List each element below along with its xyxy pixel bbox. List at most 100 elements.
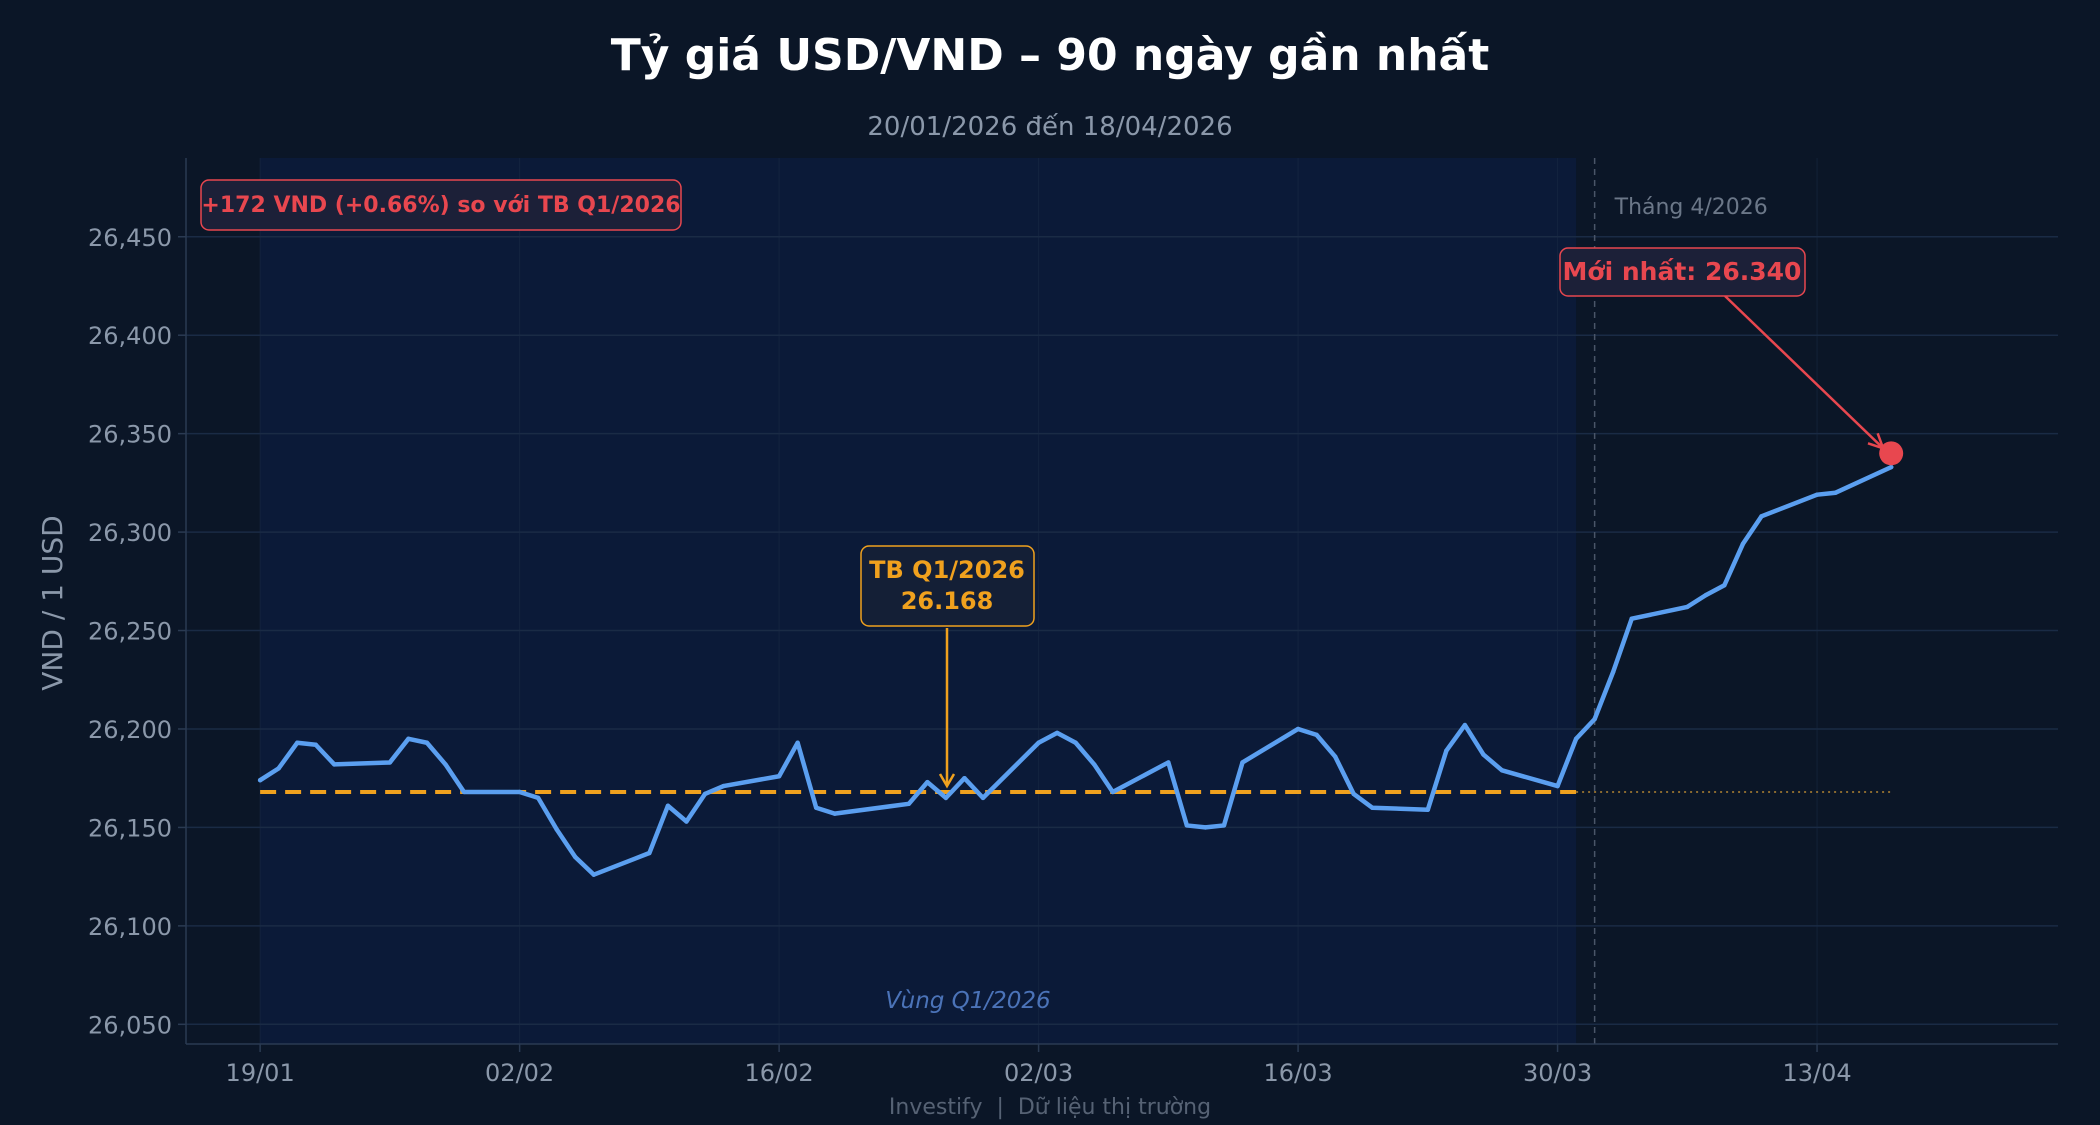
series-point [925, 779, 930, 785]
series-point [1091, 762, 1097, 767]
x-tick-label: 19/01 [226, 1059, 295, 1087]
y-tick-label: 26,150 [88, 814, 172, 842]
y-tick-label: 26,200 [88, 716, 172, 744]
y-gridlines [186, 236, 2058, 1026]
series-point [1054, 730, 1060, 736]
y-tick-label: 26,400 [88, 322, 172, 350]
y-tick-label: 26,350 [88, 421, 172, 449]
series-point [591, 872, 596, 877]
latest-annotation-arrow [1724, 295, 1885, 450]
series-point [535, 795, 541, 801]
series-point [1351, 791, 1356, 797]
y-tick-label: 26,050 [88, 1011, 172, 1039]
series-point [276, 766, 281, 771]
x-tick-label: 02/03 [1004, 1059, 1073, 1087]
series-point [1740, 541, 1746, 547]
latest-point-marker [1879, 441, 1904, 466]
series-point [962, 776, 967, 781]
usd-vnd-series-line [257, 464, 1894, 877]
series-point [517, 789, 522, 795]
delta-annotation-box [200, 179, 682, 231]
series-point [647, 850, 652, 856]
series-point [1462, 722, 1468, 728]
y-tick-label: 26,100 [88, 913, 172, 941]
latest-annotation-text: Mới nhất: 26.340 [1563, 257, 1802, 286]
average-annotation-title: TB Q1/2026 [869, 556, 1025, 584]
series-point [1332, 754, 1338, 759]
series-point [1166, 760, 1171, 765]
series-point [461, 789, 467, 795]
series-point [1370, 805, 1375, 810]
latest-annotation-box [1559, 247, 1806, 297]
series-point [295, 740, 300, 745]
series-point [443, 762, 448, 767]
delta-annotation-text: +172 VND (+0.66%) so với TB Q1/2026 [201, 193, 680, 218]
series-point [1592, 716, 1597, 722]
series-point [1833, 490, 1838, 495]
series-point [406, 736, 411, 742]
x-gridlines [259, 158, 1818, 1044]
y-tick-label: 26,300 [88, 519, 172, 547]
series-point [1759, 514, 1764, 519]
series-point [332, 762, 337, 767]
x-tick-label: 16/03 [1263, 1059, 1332, 1087]
series-point [1110, 789, 1115, 795]
average-arrowhead [938, 773, 956, 789]
series-point [813, 805, 819, 810]
x-axis-ticks: 19/01 02/02 16/02 02/03 16/03 30/03 13/04 [226, 1044, 1852, 1087]
series-point [665, 803, 671, 808]
series-point [684, 819, 689, 824]
series-point [1425, 807, 1431, 812]
series-point [721, 783, 726, 789]
series-point [573, 854, 578, 860]
series-point [1184, 823, 1190, 828]
series-point [1295, 726, 1301, 732]
series-point [943, 795, 949, 801]
series-point [1073, 740, 1078, 745]
series-point [313, 742, 318, 747]
series-point [1314, 732, 1319, 738]
q1-region-label: Vùng Q1/2026 [885, 988, 1050, 1014]
series-point [1499, 768, 1505, 773]
series-point [1888, 464, 1894, 470]
series-point [1722, 583, 1727, 588]
x-tick-label: 30/03 [1523, 1059, 1592, 1087]
series-point [554, 827, 559, 832]
series-point [776, 774, 782, 779]
series-point [702, 791, 708, 797]
series-point [980, 795, 986, 801]
series-point [424, 740, 430, 745]
y-tick-label: 26,250 [88, 618, 172, 646]
series-point [1240, 760, 1245, 765]
x-tick-label: 13/04 [1782, 1059, 1851, 1087]
series-point [387, 760, 393, 765]
series-point [1036, 740, 1041, 745]
series-point [1610, 669, 1616, 675]
series-point [1481, 752, 1486, 757]
x-tick-label: 02/02 [485, 1059, 554, 1087]
series-point [1203, 825, 1208, 830]
series-point [1814, 492, 1820, 497]
average-annotation-box [860, 545, 1035, 627]
series-points [257, 464, 1894, 877]
month-label: Tháng 4/2026 [1614, 195, 1768, 220]
series-point [906, 801, 912, 806]
series-point [257, 777, 263, 783]
y-axis-ticks: 26,050 26,100 26,150 26,200 26,250 26,300 26,3… [88, 224, 186, 1039]
y-axis-label: VND / 1 USD [36, 515, 69, 690]
series-point [795, 740, 800, 745]
series-point [1703, 592, 1709, 598]
series-point [1629, 616, 1634, 621]
x-tick-label: 16/02 [745, 1059, 814, 1087]
footer-source: Investify | Dữ liệu thị trường [889, 1095, 1211, 1120]
series-point [1573, 736, 1579, 742]
series-point [1555, 783, 1560, 789]
y-tick-label: 26,450 [88, 224, 172, 252]
chart-subtitle: 20/01/2026 đến 18/04/2026 [867, 112, 1232, 142]
average-annotation-value: 26.168 [901, 587, 994, 615]
chart-title: Tỷ giá USD/VND – 90 ngày gần nhất [611, 30, 1490, 81]
series-point [1444, 748, 1449, 753]
series-point [1685, 604, 1690, 610]
